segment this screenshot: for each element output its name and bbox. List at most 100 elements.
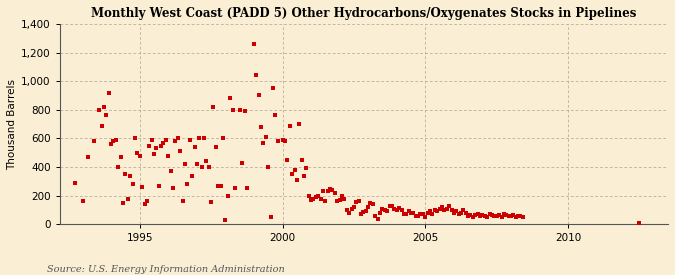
Point — [99, 105, 109, 109]
Point — [151, 146, 162, 151]
Point — [144, 143, 155, 148]
Point — [358, 210, 369, 214]
Point — [127, 182, 138, 186]
Point — [83, 155, 94, 159]
Point — [148, 152, 159, 156]
Point — [101, 113, 112, 118]
Point — [272, 139, 283, 144]
Point — [258, 141, 269, 145]
Point — [315, 197, 326, 201]
Point — [460, 211, 471, 215]
Point — [189, 145, 200, 149]
Point — [510, 215, 521, 219]
Point — [115, 155, 126, 159]
Point — [298, 174, 309, 178]
Point — [225, 96, 236, 101]
Point — [396, 208, 407, 212]
Point — [515, 214, 526, 219]
Point — [479, 213, 490, 218]
Point — [493, 213, 504, 217]
Point — [508, 213, 518, 217]
Point — [222, 193, 233, 198]
Point — [379, 208, 390, 212]
Point — [418, 211, 429, 216]
Point — [368, 201, 379, 206]
Point — [332, 199, 343, 204]
Point — [289, 168, 300, 172]
Point — [408, 211, 418, 215]
Point — [142, 199, 153, 204]
Point — [320, 199, 331, 203]
Point — [277, 138, 288, 142]
Point — [70, 181, 81, 185]
Point — [337, 193, 348, 198]
Point — [198, 136, 209, 141]
Point — [491, 214, 502, 219]
Point — [239, 109, 250, 113]
Point — [77, 199, 88, 204]
Point — [325, 187, 335, 191]
Point — [313, 193, 323, 198]
Point — [186, 174, 197, 178]
Point — [475, 214, 485, 219]
Point — [470, 213, 481, 217]
Point — [420, 215, 431, 219]
Point — [117, 200, 128, 205]
Point — [296, 158, 307, 162]
Point — [182, 182, 193, 186]
Point — [184, 138, 195, 142]
Point — [365, 200, 376, 205]
Point — [498, 212, 509, 216]
Point — [263, 165, 273, 169]
Point — [458, 208, 468, 212]
Point — [94, 108, 105, 112]
Point — [294, 122, 304, 126]
Point — [122, 196, 133, 201]
Point — [310, 195, 321, 199]
Point — [284, 123, 295, 128]
Point — [103, 90, 114, 95]
Point — [227, 108, 238, 112]
Point — [446, 208, 457, 212]
Point — [270, 113, 281, 118]
Point — [208, 105, 219, 109]
Point — [196, 165, 207, 169]
Point — [113, 165, 124, 169]
Point — [387, 204, 398, 208]
Point — [504, 214, 514, 219]
Point — [206, 200, 217, 204]
Point — [375, 211, 385, 215]
Point — [236, 161, 247, 165]
Point — [215, 183, 226, 188]
Point — [180, 162, 190, 166]
Point — [218, 136, 229, 141]
Point — [192, 162, 202, 166]
Point — [370, 214, 381, 219]
Point — [501, 213, 512, 217]
Point — [213, 183, 223, 188]
Point — [203, 165, 214, 169]
Point — [306, 198, 317, 202]
Point — [242, 186, 252, 191]
Point — [484, 212, 495, 216]
Point — [389, 206, 400, 211]
Point — [377, 206, 388, 211]
Point — [120, 172, 131, 176]
Point — [506, 214, 516, 219]
Point — [427, 211, 438, 216]
Point — [465, 213, 476, 217]
Point — [518, 215, 529, 219]
Point — [394, 206, 404, 210]
Point — [279, 139, 290, 144]
Point — [322, 189, 333, 194]
Point — [432, 209, 443, 214]
Point — [489, 214, 500, 219]
Point — [256, 125, 267, 129]
Point — [401, 212, 412, 216]
Point — [439, 208, 450, 212]
Point — [468, 215, 479, 219]
Point — [177, 199, 188, 204]
Point — [344, 211, 354, 215]
Point — [163, 153, 173, 158]
Point — [292, 178, 302, 182]
